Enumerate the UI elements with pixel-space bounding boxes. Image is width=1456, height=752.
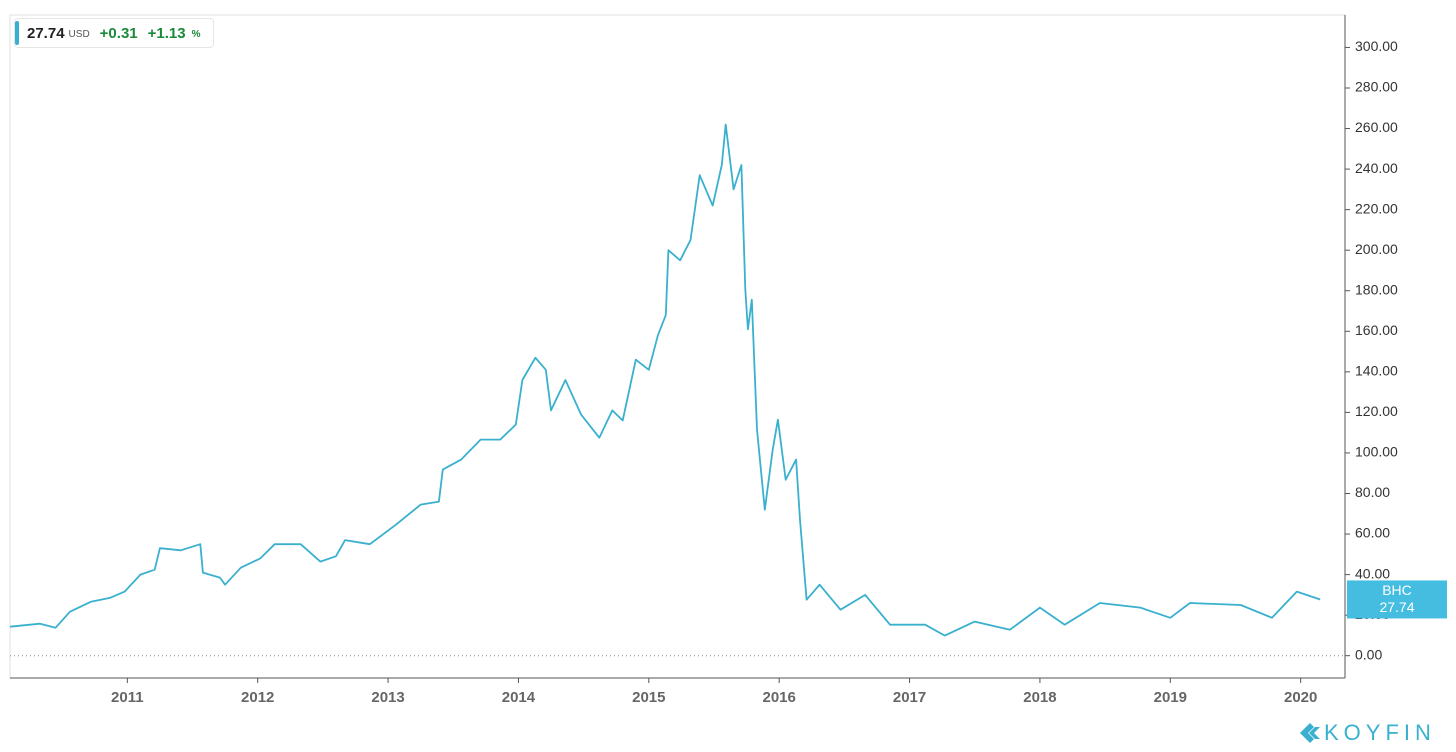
- accent-bar: [15, 21, 19, 45]
- y-tick-label: 140.00: [1355, 363, 1398, 379]
- x-tick-label: 2020: [1284, 689, 1317, 706]
- y-tick-label: 220.00: [1355, 200, 1398, 216]
- logo-icon: [1300, 723, 1320, 743]
- logo: KOYFIN: [1300, 720, 1436, 745]
- price-tag-box: [1347, 580, 1447, 619]
- x-tick-label: 2017: [893, 689, 926, 706]
- y-tick-label: 60.00: [1355, 525, 1390, 541]
- y-tick-label: 280.00: [1355, 79, 1398, 95]
- x-tick-label: 2019: [1154, 689, 1187, 706]
- price-tag-value: 27.74: [1379, 599, 1414, 615]
- y-tick-label: 300.00: [1355, 38, 1398, 54]
- y-tick-label: 80.00: [1355, 484, 1390, 500]
- y-tick-label: 200.00: [1355, 241, 1398, 257]
- price: 27.74: [27, 24, 65, 42]
- price-line: [9, 123, 1321, 637]
- y-tick-label: 240.00: [1355, 160, 1398, 176]
- pct-unit: %: [191, 29, 201, 40]
- y-tick-label: 260.00: [1355, 119, 1398, 135]
- x-tick-label: 2012: [241, 689, 274, 706]
- logo-text: KOYFIN: [1324, 720, 1436, 745]
- x-tick-label: 2015: [632, 689, 665, 706]
- x-tick-label: 2013: [371, 689, 404, 706]
- y-tick-label: 180.00: [1355, 281, 1398, 297]
- x-tick-label: 2011: [111, 689, 144, 706]
- x-tick-label: 2018: [1023, 689, 1056, 706]
- x-tick-label: 2014: [502, 689, 536, 706]
- y-tick-label: 0.00: [1355, 646, 1382, 662]
- y-tick-label: 160.00: [1355, 322, 1398, 338]
- y-tick-label: 40.00: [1355, 565, 1390, 581]
- currency: USD: [68, 29, 90, 40]
- price-tag-name: BHC: [1382, 582, 1412, 598]
- x-tick-label: 2016: [763, 689, 796, 706]
- y-tick-label: 120.00: [1355, 403, 1398, 419]
- change-pct: +1.13: [147, 24, 186, 42]
- change: +0.31: [99, 24, 138, 42]
- quote-header: 27.74 USD +0.31 +1.13 %: [14, 18, 214, 48]
- y-tick-label: 100.00: [1355, 444, 1398, 460]
- plot-frame: [9, 14, 1346, 679]
